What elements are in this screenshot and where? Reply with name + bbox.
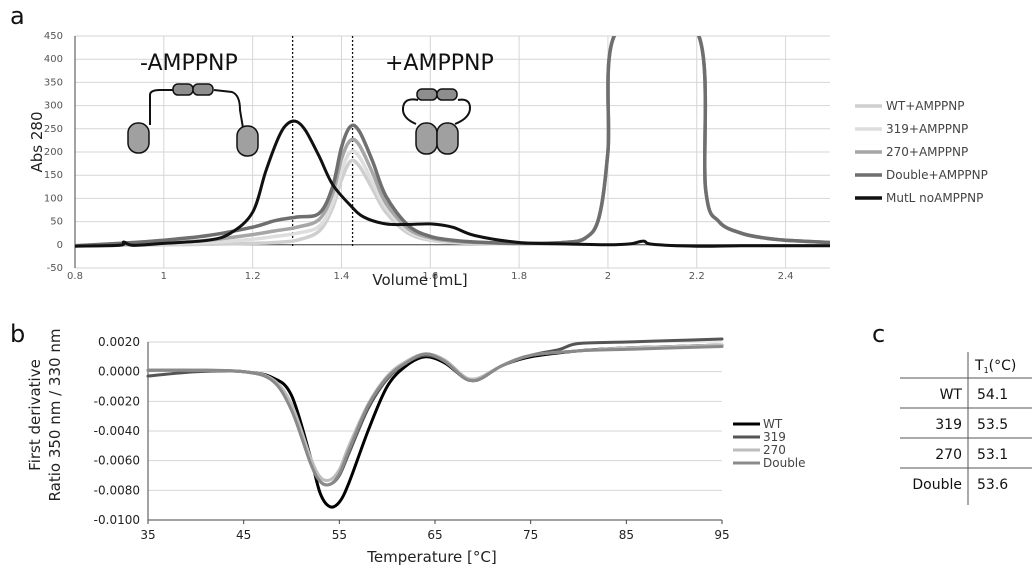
tm-header: T1(°C) [974, 358, 1016, 375]
chart-a-ytick-label: 0 [57, 240, 63, 251]
chart-a-xtick-label: 1 [161, 271, 167, 282]
tm-row-value: 53.6 [977, 477, 1008, 493]
chart-b-ytick-label: -0.0100 [94, 513, 140, 527]
chart-a-ylabel: Abs 280 [28, 112, 46, 173]
chart-b-xtick-label: 45 [236, 528, 251, 542]
chart-b-series [146, 337, 724, 509]
tm-rows: WT 54.1 319 53.5 270 53.1 Double 53.6 [900, 377, 1032, 493]
tm-table: T1(°C) WT 54.1 319 53.5 270 53.1 Double 53.6 [900, 352, 1032, 505]
chart-a-xtick-label: 1.2 [245, 271, 261, 282]
chart-b-ticks: 0.0020 0.0000 -0.0020 -0.0040 -0.0060 -0.0080… [94, 335, 730, 542]
chart-a-ytick-label: 450 [44, 31, 63, 42]
chart-a-xtick-label: 1.8 [511, 271, 527, 282]
panel-label-b: b [10, 320, 25, 348]
chart-a-xtick-label: 2.4 [778, 271, 794, 282]
chart-a-ytick-label: -50 [47, 263, 63, 274]
chart-b-xtick-label: 75 [523, 528, 538, 542]
chart-b-xtick-label: 85 [619, 528, 634, 542]
chart-b-xtick-label: 95 [714, 528, 729, 542]
chart-b-xtick-label: 35 [140, 528, 155, 542]
chart-a-ytick-label: 150 [44, 170, 63, 181]
chart-b: 0.0020 0.0000 -0.0020 -0.0040 -0.0060 -0.0080… [26, 329, 806, 566]
chart-b-legend-label: WT [763, 417, 783, 431]
chart-a-legend-label: MutL noAMPPNP [886, 191, 983, 205]
chart-b-legend-label: 270 [763, 443, 786, 457]
chart-b-ytick-label: 0.0020 [98, 335, 140, 349]
tm-row-label: 270 [935, 447, 962, 463]
chart-b-series-line [146, 343, 724, 509]
chart-a-ytick-label: 350 [44, 77, 63, 88]
chart-a-ytick-label: 100 [44, 193, 63, 204]
chart-b-legend-label: Double [763, 456, 806, 470]
chart-a-legend-label: 319+AMPPNP [886, 122, 968, 136]
tm-row-label: WT [940, 387, 963, 403]
bound-dimer-schematic-icon [401, 88, 472, 155]
tm-row-label: Double [912, 477, 962, 493]
chart-a-series-line [75, 36, 830, 248]
chart-b-legend-label: 319 [763, 430, 786, 444]
chart-b-ytick-label: -0.0040 [94, 424, 140, 438]
chart-b-ylabel-line2: Ratio 350 nm / 330 nm [46, 329, 64, 502]
chart-b-grid [147, 341, 723, 524]
chart-a-xtick-label: 1.4 [334, 271, 350, 282]
chart-a-xtick-label: 2.2 [689, 271, 705, 282]
chart-b-xtick-label: 65 [427, 528, 442, 542]
chart-a-ticks: -50 0 50 100 150 200 250 300 350 400 450 0.8 1 1.2 1.4… [44, 31, 794, 282]
chart-a: -50 0 50 100 150 200 250 300 350 400 450 0.8 1 1.2 1.4… [28, 31, 988, 289]
chart-b-series-line [146, 337, 724, 487]
tm-row-value: 54.1 [977, 387, 1008, 403]
chart-a-ytick-label: 400 [44, 54, 63, 65]
unbound-dimer-schematic-icon [127, 83, 259, 157]
chart-a-legend-label: Double+AMPPNP [886, 168, 988, 182]
chart-b-ylabel-line1: First derivative [26, 359, 44, 471]
chart-b-ytick-label: -0.0080 [94, 483, 140, 497]
chart-a-xtick-label: 1.6 [422, 271, 438, 282]
chart-a-legend-label: 270+AMPPNP [886, 145, 968, 159]
chart-a-series [75, 36, 830, 248]
chart-a-ytick-label: 200 [44, 147, 63, 158]
chart-a-series-line [75, 119, 830, 248]
chart-a-ytick-label: 50 [50, 217, 63, 228]
chart-a-ytick-label: 250 [44, 124, 63, 135]
tm-row-value: 53.5 [977, 417, 1008, 433]
chart-a-ytick-label: 300 [44, 101, 63, 112]
chart-a-legend: WT+AMPPNP 319+AMPPNP 270+AMPPNP Double+AMPP… [855, 99, 988, 205]
panel-label-c: c [872, 320, 885, 348]
chart-a-legend-label: WT+AMPPNP [886, 99, 965, 113]
chart-a-xtick-label: 2 [605, 271, 611, 282]
chart-b-xlabel: Temperature [°C] [366, 548, 496, 566]
chart-b-ytick-label: 0.0000 [98, 365, 140, 379]
chart-a-xlabel: Volume [mL] [372, 271, 467, 289]
chart-b-xtick-label: 55 [332, 528, 347, 542]
tm-row-value: 53.1 [977, 447, 1008, 463]
chart-a-xtick-label: 0.8 [67, 271, 83, 282]
chart-b-ytick-label: -0.0060 [94, 454, 140, 468]
tm-row-label: 319 [935, 417, 962, 433]
annotation-plus-amppnp: +AMPPNP [385, 51, 494, 76]
annotation-minus-amppnp: -AMPPNP [140, 51, 238, 76]
panel-label-a: a [10, 2, 25, 30]
chart-b-series-line [146, 345, 724, 487]
chart-b-ytick-label: -0.0020 [94, 394, 140, 408]
